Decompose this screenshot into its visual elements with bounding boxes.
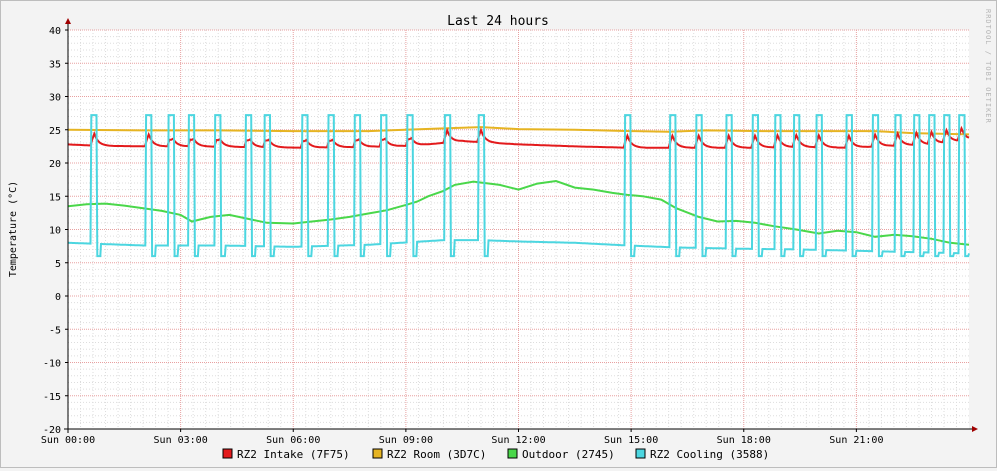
x-tick-label: Sun 06:00 <box>266 435 320 446</box>
legend-swatch <box>372 448 383 459</box>
legend: RZ2 Intake (7F75) RZ2 Room (3D7C) Outdoor … <box>222 448 769 461</box>
x-tick-label: Sun 09:00 <box>379 435 433 446</box>
y-tick-label: -5 <box>49 325 61 336</box>
legend-label: RZ2 Cooling (3588) <box>650 448 769 461</box>
x-tick-label: Sun 21:00 <box>829 435 883 446</box>
legend-label: RZ2 Intake (7F75) <box>237 448 350 461</box>
y-axis-label: Temperature (°C) <box>8 181 19 277</box>
y-tick-label: -20 <box>43 425 61 436</box>
x-axis-arrow <box>972 426 978 432</box>
legend-swatch <box>507 448 518 459</box>
y-axis-arrow <box>65 18 71 24</box>
series-line-cooling <box>68 114 970 258</box>
y-tick-label: 0 <box>55 292 61 303</box>
legend-swatch <box>635 448 646 459</box>
legend-label: RZ2 Room (3D7C) <box>387 448 486 461</box>
x-tick-label: Sun 18:00 <box>717 435 771 446</box>
legend-label: Outdoor (2745) <box>522 448 615 461</box>
series-line-room <box>67 126 970 136</box>
y-tick-label: 10 <box>49 226 61 237</box>
x-tick-label: Sun 15:00 <box>604 435 658 446</box>
series-line-intake <box>67 125 970 149</box>
legend-swatch <box>222 448 233 459</box>
y-tick-label: 15 <box>49 192 61 203</box>
y-tick-label: 20 <box>49 159 61 170</box>
y-tick-label: -15 <box>43 392 61 403</box>
axes: -20 -15 -10 -5 0 5 10 15 20 25 30 35 40 Sun 00:00 Sun … <box>41 18 978 446</box>
y-tick-label: 35 <box>49 59 61 70</box>
x-tick-label: Sun 03:00 <box>154 435 208 446</box>
watermark: RRDTOOL / TOBI OETIKER <box>984 9 992 124</box>
series-layer <box>67 114 970 258</box>
x-tick-label: Sun 12:00 <box>491 435 545 446</box>
x-tick-label: Sun 00:00 <box>41 435 95 446</box>
y-tick-label: 5 <box>55 259 61 270</box>
y-tick-label: -10 <box>43 359 61 370</box>
y-tick-label: 25 <box>49 126 61 137</box>
y-tick-label: 40 <box>49 26 61 37</box>
y-tick-label: 30 <box>49 93 61 104</box>
chart-title: Last 24 hours <box>447 14 549 29</box>
